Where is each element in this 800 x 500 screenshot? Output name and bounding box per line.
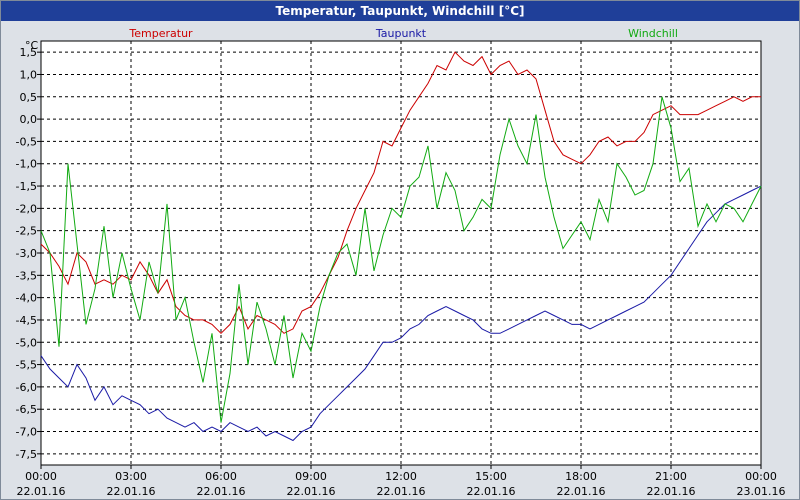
x-tick-time-label: 00:00 (745, 470, 777, 483)
y-tick-label: 0,0 (20, 113, 38, 126)
x-tick-date-label: 23.01.16 (737, 485, 786, 498)
legend-entry-temperatur: Temperatur (128, 27, 193, 40)
y-tick-label: 1,0 (20, 68, 38, 81)
x-tick-time-label: 15:00 (475, 470, 507, 483)
y-tick-label: -6,5 (16, 403, 37, 416)
legend-entry-windchill: Windchill (628, 27, 678, 40)
x-tick-time-label: 00:00 (25, 470, 57, 483)
y-tick-label: -3,5 (16, 269, 37, 282)
x-tick-date-label: 22.01.16 (467, 485, 516, 498)
x-tick-date-label: 22.01.16 (377, 485, 426, 498)
y-tick-label: -4,5 (16, 314, 37, 327)
y-tick-label: -7,0 (16, 426, 37, 439)
y-tick-label: -2,0 (16, 202, 37, 215)
y-tick-label: -7,5 (16, 448, 37, 461)
y-tick-label: -3,0 (16, 247, 37, 260)
x-tick-date-label: 22.01.16 (557, 485, 606, 498)
y-tick-label: 1,5 (20, 46, 38, 59)
series-line-temperatur (40, 51, 761, 335)
x-tick-time-label: 12:00 (385, 470, 417, 483)
y-tick-label: -0,5 (16, 135, 37, 148)
x-tick-date-label: 22.01.16 (197, 485, 246, 498)
y-tick-label: -4,0 (16, 292, 37, 305)
y-tick-label: -1,5 (16, 180, 37, 193)
y-tick-label: -2,5 (16, 225, 37, 238)
y-axis-unit-label: °C (25, 39, 39, 52)
legend-entry-taupunkt: Taupunkt (375, 27, 427, 40)
y-tick-label: -5,0 (16, 336, 37, 349)
y-tick-label: -6,0 (16, 381, 37, 394)
y-tick-label: -1,0 (16, 158, 37, 171)
x-tick-time-label: 03:00 (115, 470, 147, 483)
x-tick-date-label: 22.01.16 (17, 485, 66, 498)
x-tick-time-label: 21:00 (655, 470, 687, 483)
x-tick-time-label: 09:00 (295, 470, 327, 483)
series-line-taupunkt (40, 185, 762, 442)
x-tick-time-label: 18:00 (565, 470, 597, 483)
x-tick-date-label: 22.01.16 (647, 485, 696, 498)
series-line-windchill (40, 96, 762, 423)
x-tick-date-label: 22.01.16 (287, 485, 336, 498)
x-tick-date-label: 22.01.16 (107, 485, 156, 498)
x-tick-time-label: 06:00 (205, 470, 237, 483)
y-tick-label: -5,5 (16, 359, 37, 372)
y-tick-label: 0,5 (20, 91, 38, 104)
window-title: Temperatur, Taupunkt, Windchill [°C] (1, 1, 799, 21)
